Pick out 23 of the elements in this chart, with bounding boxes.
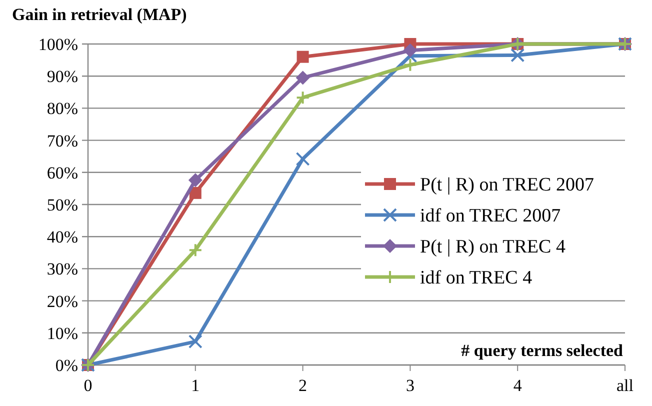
legend-label: idf on TREC 4: [420, 268, 533, 289]
y-tick-label: 30%: [46, 260, 78, 279]
y-tick-label: 100%: [38, 34, 78, 54]
chart-title: Gain in retrieval (MAP): [12, 5, 187, 24]
x-tick-label: 1: [191, 376, 200, 395]
legend-label: idf on TREC 2007: [420, 206, 561, 227]
y-tick-label: 40%: [46, 228, 78, 247]
y-tick-label: 90%: [46, 67, 78, 86]
x-axis-title: # query terms selected: [461, 341, 624, 360]
y-tick-label: 20%: [46, 292, 78, 311]
y-tick-label: 50%: [46, 195, 78, 214]
x-tick-label: all: [616, 376, 634, 395]
x-tick-label: 2: [298, 376, 308, 395]
y-tick-label: 70%: [46, 131, 78, 150]
y-tick-label: 80%: [46, 99, 78, 118]
y-tick-label: 60%: [46, 163, 78, 182]
x-tick-label: 0: [84, 376, 92, 395]
y-tick-label: 10%: [46, 324, 78, 343]
y-tick-label: 0%: [55, 356, 78, 375]
x-tick-label: 3: [406, 376, 414, 395]
legend-label: P(t | R) on TREC 2007: [420, 174, 594, 196]
x-tick-label: 4: [513, 376, 522, 395]
legend-label: P(t | R) on TREC 4: [420, 236, 566, 258]
